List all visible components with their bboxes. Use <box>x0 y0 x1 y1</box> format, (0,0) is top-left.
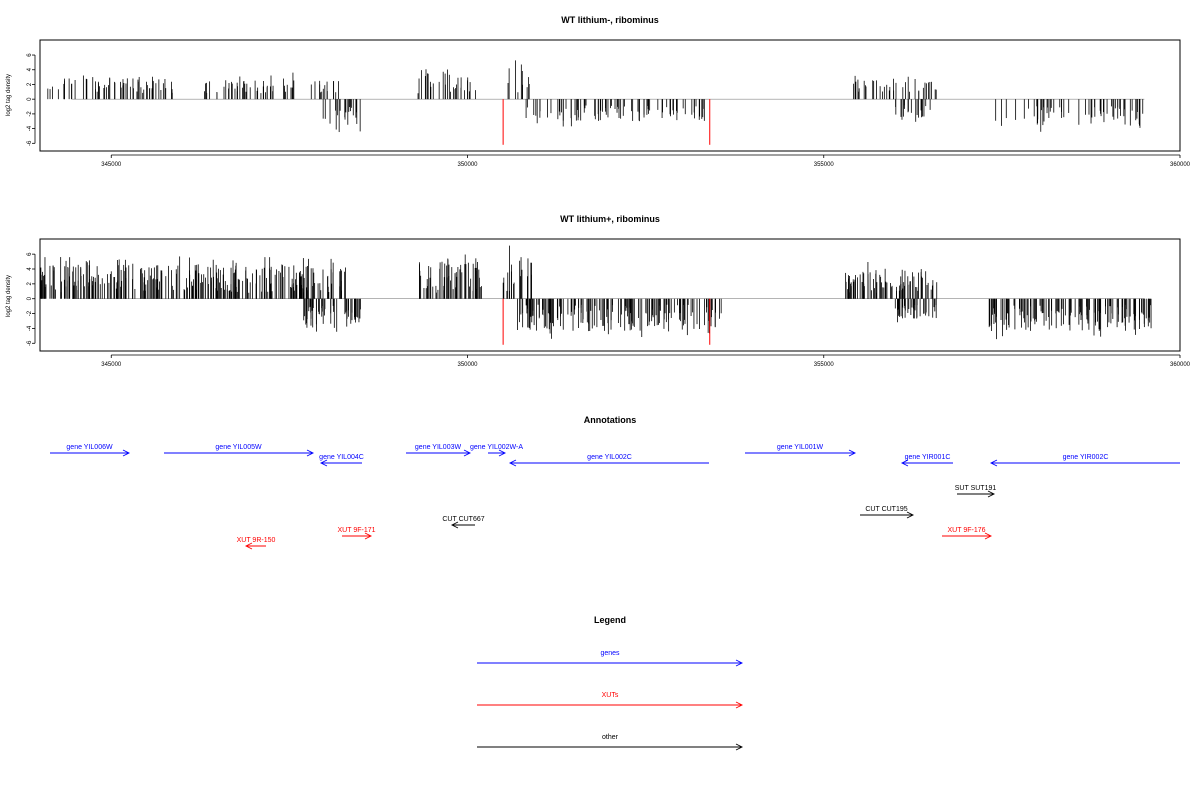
x-tick-label: 355000 <box>814 162 835 168</box>
annotation-feature: XUT 9F-176 <box>942 527 993 540</box>
arrowhead-icon <box>498 449 507 457</box>
panel-2-ylabel: log2 tag density <box>6 275 12 317</box>
arrowhead-icon <box>900 459 909 467</box>
y-tick-label: 4 <box>27 267 33 271</box>
arrowhead-icon <box>735 743 744 751</box>
y-tick-label: 6 <box>27 252 33 256</box>
annotation-feature: gene YIL003W <box>406 444 472 457</box>
y-tick-label: -6 <box>27 340 33 346</box>
x-tick-label: 360000 <box>1170 162 1191 168</box>
annotation-feature: SUT SUT191 <box>955 485 997 498</box>
feature-label: CUT CUT195 <box>865 506 907 513</box>
annotation-feature: CUT CUT667 <box>442 516 485 529</box>
x-tick-label: 350000 <box>457 162 478 168</box>
x-tick-label: 350000 <box>457 362 478 368</box>
arrowhead-icon <box>508 459 517 467</box>
feature-label: CUT CUT667 <box>442 516 484 523</box>
panel-1-axes: -6 -4 -2 0 2 4 6 345000 350000 355000 360000 <box>27 53 1191 168</box>
feature-label: gene YIR001C <box>905 454 951 461</box>
feature-label: gene YIL002W-A <box>470 444 523 451</box>
y-tick-label: -4 <box>27 325 33 331</box>
arrowhead-icon <box>319 459 328 467</box>
legend-title: Legend <box>594 615 626 625</box>
y-tick-label: 0 <box>27 97 33 101</box>
x-tick-label: 345000 <box>101 362 122 368</box>
annotation-feature: gene YIL002W-A <box>470 444 523 457</box>
y-tick-label: -6 <box>27 140 33 146</box>
feature-label: XUT 9F-171 <box>338 527 376 534</box>
legend-panel: Legend genes XUTs other <box>477 615 744 751</box>
feature-label: XUT 9R-150 <box>237 537 276 544</box>
feature-label: gene YIL006W <box>66 444 113 451</box>
arrowhead-icon <box>848 449 857 457</box>
annotation-feature: gene YIL005W <box>164 444 315 457</box>
arrowhead-icon <box>987 490 996 498</box>
y-tick-label: 6 <box>27 53 33 57</box>
arrowhead-icon <box>450 521 459 529</box>
y-tick-label: 4 <box>27 67 33 71</box>
feature-label: gene YIL001W <box>777 444 824 451</box>
y-tick-label: 2 <box>27 282 33 286</box>
panel-1-bars <box>47 60 1145 145</box>
panel-2-bars <box>40 245 1152 345</box>
arrowhead-icon <box>735 701 744 709</box>
annotation-feature: CUT CUT195 <box>860 506 915 519</box>
annotation-features: gene YIL006W gene YIL005W gene YIL004C gene… <box>50 444 1180 550</box>
feature-label: gene YIL003W <box>415 444 462 451</box>
panel-2-axes: -6 -4 -2 0 2 4 6 345000 350000 355000 360000 <box>27 252 1191 368</box>
annotation-feature: XUT 9R-150 <box>237 537 276 550</box>
y-tick-label: -4 <box>27 125 33 131</box>
feature-label: gene YIL005W <box>215 444 262 451</box>
annotation-feature: gene YIL006W <box>50 444 131 457</box>
panel-2-title: WT lithium+, ribominus <box>560 214 660 224</box>
annotation-feature: gene YIR002C <box>989 454 1180 467</box>
arrowhead-icon <box>122 449 131 457</box>
annotations-panel: Annotations gene YIL006W gene YIL005Wgene… <box>50 415 1180 550</box>
feature-label: gene YIL004C <box>319 454 364 461</box>
arrowhead-icon <box>906 511 915 519</box>
arrowhead-icon <box>735 659 744 667</box>
legend-entry: other <box>477 734 744 751</box>
panel-lithium-plus: WT lithium+, ribominus log2 tag density … <box>6 214 1191 368</box>
arrowhead-icon <box>989 459 998 467</box>
legend-entry: XUTs <box>477 692 744 709</box>
arrowhead-icon <box>984 532 993 540</box>
y-tick-label: 0 <box>27 296 33 300</box>
x-tick-label: 355000 <box>814 362 835 368</box>
legend-entry: genes <box>477 650 744 667</box>
panel-2-frame <box>39 238 1181 352</box>
arrowhead-icon <box>463 449 472 457</box>
annotation-feature: gene YIL001W <box>745 444 857 457</box>
legend-label: XUTs <box>602 692 619 699</box>
legend-label: genes <box>600 650 620 657</box>
panel-lithium-minus: WT lithium-, ribominus log2 tag density … <box>6 15 1191 168</box>
annotation-feature: gene YIR001C <box>900 454 953 467</box>
arrowhead-icon <box>306 449 315 457</box>
annotation-feature: XUT 9F-171 <box>338 527 376 540</box>
panel-1-ylabel: log2 tag density <box>6 74 12 116</box>
y-tick-label: 2 <box>27 82 33 86</box>
legend-label: other <box>602 734 619 741</box>
panel-1-frame <box>39 39 1181 152</box>
annotations-title: Annotations <box>584 415 637 425</box>
annotation-feature: gene YIL002C <box>508 454 709 467</box>
legend-items: genes XUTs other <box>477 650 744 751</box>
feature-label: gene YIR002C <box>1063 454 1109 461</box>
feature-label: XUT 9F-176 <box>948 527 986 534</box>
panel-1-title: WT lithium-, ribominus <box>561 15 659 25</box>
x-tick-label: 360000 <box>1170 362 1191 368</box>
feature-label: SUT SUT191 <box>955 485 997 492</box>
y-tick-label: -2 <box>27 310 33 316</box>
arrowhead-icon <box>364 532 373 540</box>
x-tick-label: 345000 <box>101 162 122 168</box>
arrowhead-icon <box>244 542 253 550</box>
y-tick-label: -2 <box>27 111 33 117</box>
annotation-feature: gene YIL004C <box>319 454 364 467</box>
feature-label: gene YIL002C <box>587 454 632 461</box>
